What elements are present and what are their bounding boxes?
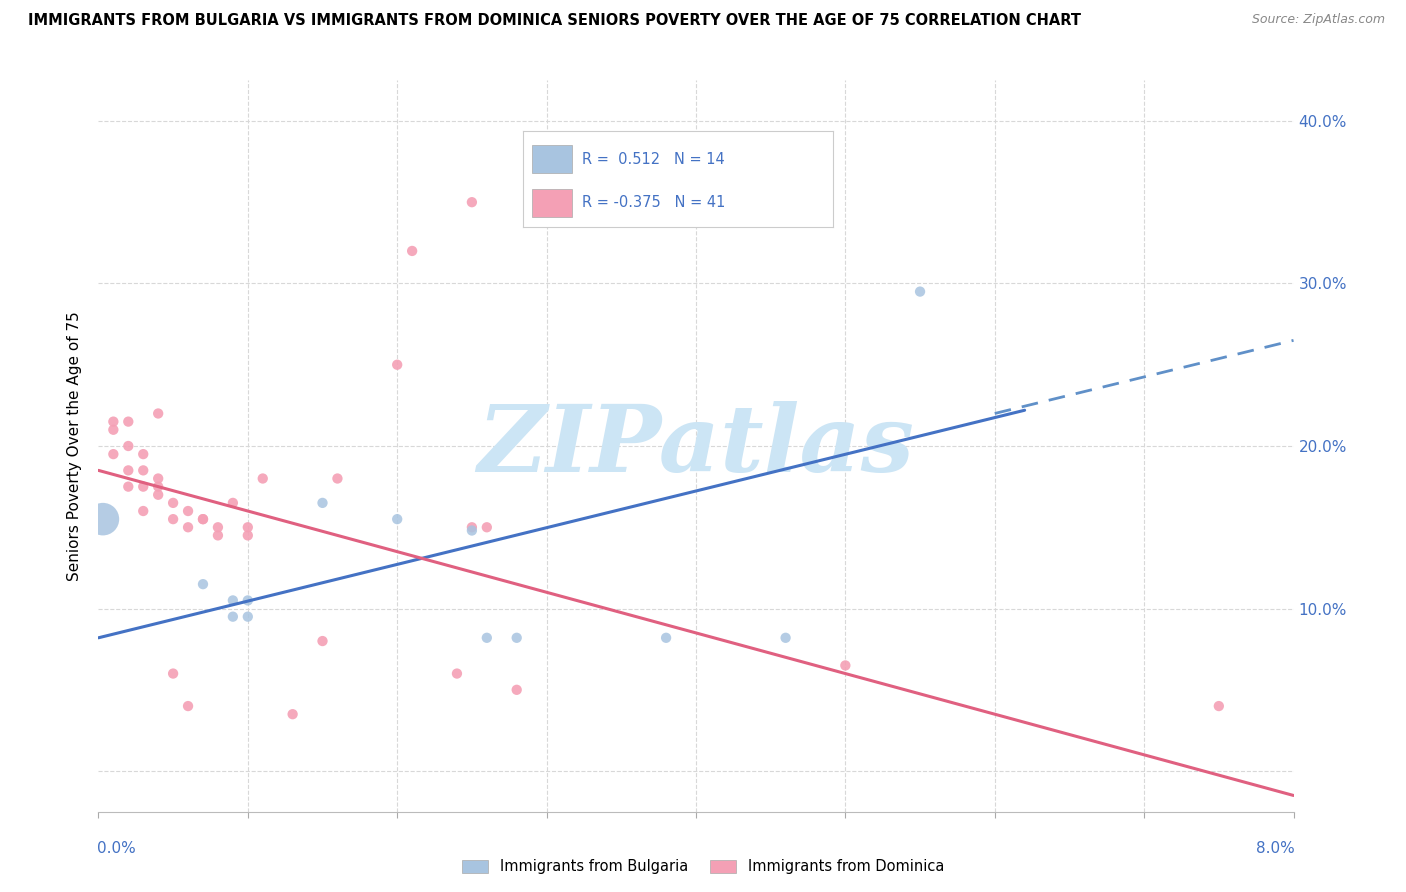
Point (311, 496, 333, 510)
Point (191, 512, 214, 526)
Point (222, 496, 245, 510)
Point (103, 447, 125, 461)
Point (236, 593, 259, 607)
Text: ZIPatlas: ZIPatlas (478, 401, 914, 491)
Text: 8.0%: 8.0% (1256, 841, 1295, 856)
Point (311, 634, 333, 648)
Point (162, 666, 184, 681)
Point (385, 512, 409, 526)
Point (252, 471, 274, 485)
Point (834, 658, 856, 673)
Point (236, 520, 259, 534)
Point (117, 415, 139, 429)
Point (281, 707, 304, 722)
Point (475, 631, 498, 645)
Point (475, 520, 498, 534)
Point (1208, 699, 1230, 714)
Point (401, 244, 423, 258)
Point (148, 480, 170, 494)
Point (191, 577, 214, 591)
Point (191, 512, 214, 526)
Point (236, 528, 259, 542)
Point (222, 593, 245, 607)
Point (177, 699, 200, 714)
Point (103, 415, 125, 429)
Point (177, 520, 200, 534)
Point (103, 423, 125, 437)
Point (132, 480, 155, 494)
Point (148, 407, 170, 421)
Point (655, 631, 678, 645)
Point (132, 463, 155, 477)
Point (207, 520, 229, 534)
Point (117, 463, 139, 477)
Point (117, 480, 139, 494)
Point (132, 447, 155, 461)
Point (461, 520, 484, 534)
Point (177, 504, 200, 518)
Point (117, 439, 139, 453)
Point (91, 512, 114, 526)
Text: IMMIGRANTS FROM BULGARIA VS IMMIGRANTS FROM DOMINICA SENIORS POVERTY OVER THE AG: IMMIGRANTS FROM BULGARIA VS IMMIGRANTS F… (28, 13, 1081, 29)
Y-axis label: Seniors Poverty Over the Age of 75: Seniors Poverty Over the Age of 75 (67, 311, 83, 581)
Text: Source: ZipAtlas.com: Source: ZipAtlas.com (1251, 13, 1385, 27)
Point (775, 631, 797, 645)
Point (132, 504, 155, 518)
Point (148, 471, 170, 485)
Legend: Immigrants from Bulgaria, Immigrants from Dominica: Immigrants from Bulgaria, Immigrants fro… (456, 854, 950, 880)
Point (207, 528, 229, 542)
Point (222, 609, 245, 624)
Point (506, 631, 529, 645)
Point (385, 358, 409, 372)
Point (236, 609, 259, 624)
Point (148, 488, 170, 502)
Point (506, 682, 529, 697)
Point (461, 524, 484, 538)
Point (326, 471, 349, 485)
Text: 0.0%: 0.0% (97, 841, 136, 856)
Point (461, 195, 484, 210)
Point (162, 512, 184, 526)
Point (446, 666, 468, 681)
Point (908, 285, 931, 299)
Point (162, 496, 184, 510)
